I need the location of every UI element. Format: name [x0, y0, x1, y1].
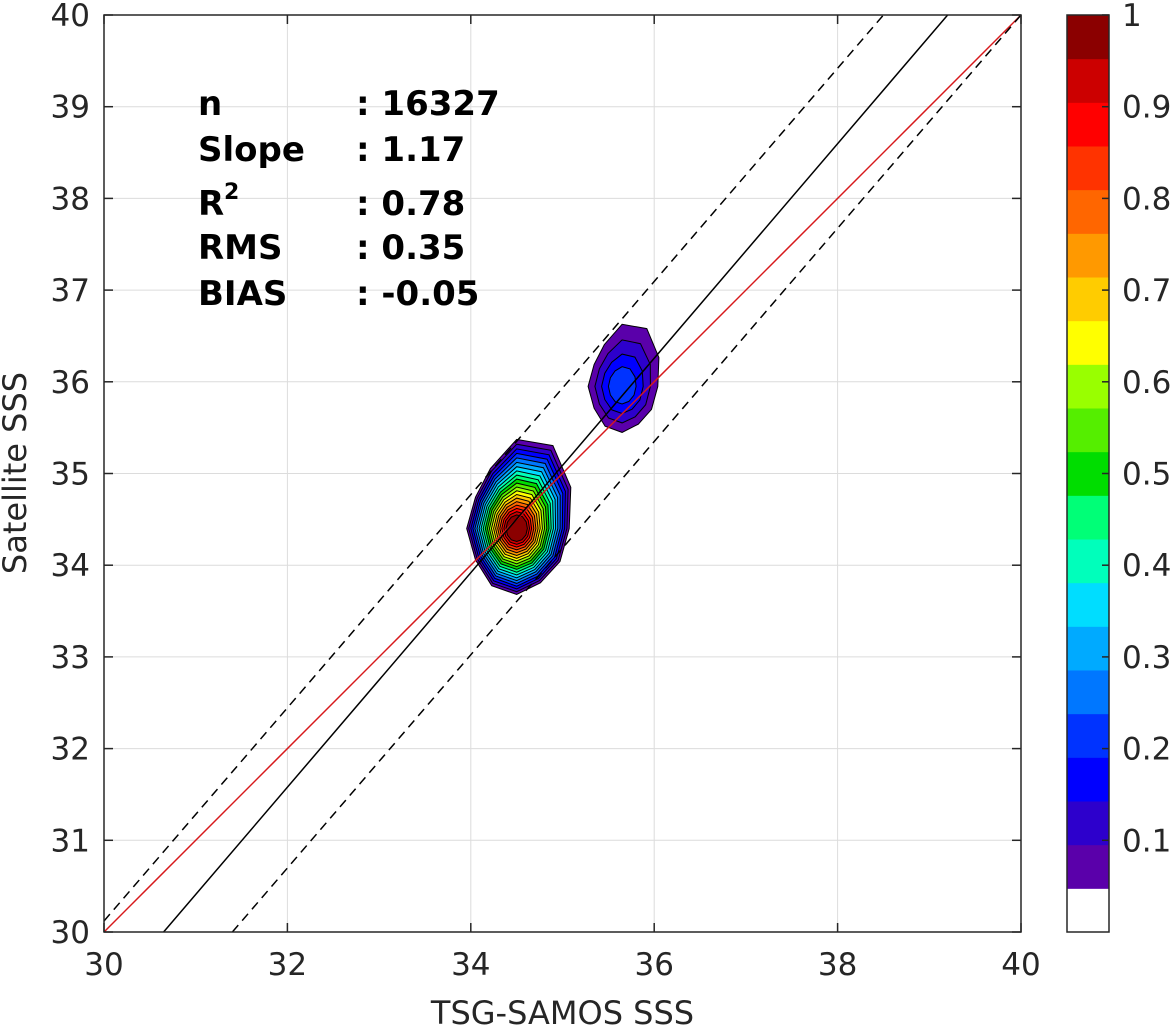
density-contour-level	[505, 514, 528, 543]
axis-ticks: 30 32 34 36 38 40 30 31 32 33 34 35 36 37 38 39 40	[51, 0, 1041, 983]
y-tick-label: 37	[51, 273, 90, 309]
colorbar-tick-label: 0.7	[1122, 273, 1171, 309]
stat-value: : 0.35	[356, 228, 465, 268]
colorbar-tick-label: 0.8	[1122, 181, 1171, 217]
colorbar-segment	[1067, 146, 1109, 191]
colorbar-tick-label: 0.4	[1122, 548, 1171, 584]
colorbar-segment	[1067, 15, 1109, 60]
colorbar-segment	[1067, 582, 1109, 627]
reference-lines	[104, 15, 1021, 932]
reference-line-fit	[163, 15, 949, 932]
stat-value: : 0.78	[356, 184, 465, 224]
colorbar-segment	[1067, 320, 1109, 365]
reference-line-one-to-one	[104, 15, 1021, 932]
colorbar-segment	[1067, 364, 1109, 409]
y-tick-label: 40	[51, 0, 90, 34]
colorbar-segment	[1067, 58, 1109, 103]
reference-line-lower-bound	[231, 15, 1021, 932]
y-tick-label: 31	[51, 823, 90, 859]
colorbar-segment	[1067, 757, 1109, 802]
density-contour-level	[607, 366, 637, 405]
y-tick-label: 39	[51, 90, 90, 126]
colorbar-segment	[1067, 713, 1109, 758]
stat-value: : -0.05	[356, 274, 479, 314]
y-tick-label: 32	[51, 732, 90, 768]
x-tick-label: 36	[634, 947, 673, 983]
y-tick-label: 38	[51, 181, 90, 217]
stat-value: : 1.17	[356, 130, 465, 170]
colorbar-tick-label: 0.3	[1122, 640, 1171, 676]
colorbar-segment	[1067, 844, 1109, 889]
colorbar-tick-label: 0.5	[1122, 457, 1171, 493]
colorbar-segment	[1067, 408, 1109, 453]
colorbar-tick-label: 0.1	[1122, 823, 1171, 859]
colorbar-segment	[1067, 670, 1109, 715]
y-tick-label: 35	[51, 457, 90, 493]
colorbar-tick-label: 0.6	[1122, 365, 1171, 401]
stats-box: n : 16327 Slope : 1.17 R 2 : 0.78 RMS : 0.35 BIAS…	[198, 84, 500, 314]
colorbar-segment	[1067, 495, 1109, 540]
x-tick-label: 30	[84, 947, 123, 983]
x-tick-label: 32	[268, 947, 307, 983]
colorbar-tick-label: 0.2	[1122, 732, 1171, 768]
colorbar-segment	[1067, 801, 1109, 846]
stat-label-superscript: 2	[224, 180, 239, 205]
colorbar: 0.1 0.2 0.3 0.4 0.5 0.6 0.7 0.8 0.9 1	[1066, 0, 1171, 933]
colorbar-segment	[1067, 189, 1109, 234]
colorbar-segment	[1067, 539, 1109, 584]
reference-line-upper-bound	[104, 15, 885, 922]
x-tick-label: 38	[818, 947, 857, 983]
x-tick-label: 34	[451, 947, 490, 983]
stat-label: Slope	[198, 130, 305, 170]
stat-value: : 16327	[356, 84, 500, 124]
stat-label: n	[198, 84, 222, 124]
colorbar-segment	[1067, 102, 1109, 147]
colorbar-segment	[1067, 626, 1109, 671]
y-tick-label: 30	[51, 915, 90, 951]
y-tick-label: 33	[51, 640, 90, 676]
colorbar-segment	[1067, 888, 1109, 933]
x-tick-label: 40	[1001, 947, 1040, 983]
y-tick-label: 34	[51, 548, 90, 584]
colorbar-tick-label: 1	[1122, 0, 1142, 34]
stat-label: BIAS	[198, 274, 287, 314]
y-axis-label: Satellite SSS	[0, 372, 34, 574]
grid-lines	[103, 14, 1022, 933]
colorbar-tick-label: 0.9	[1122, 90, 1171, 126]
stat-label: RMS	[198, 228, 283, 268]
y-tick-label: 36	[51, 365, 90, 401]
colorbar-segment	[1067, 233, 1109, 278]
colorbar-segment	[1067, 277, 1109, 322]
stat-label: R	[198, 184, 224, 224]
x-axis-label: TSG-SAMOS SSS	[430, 994, 694, 1028]
